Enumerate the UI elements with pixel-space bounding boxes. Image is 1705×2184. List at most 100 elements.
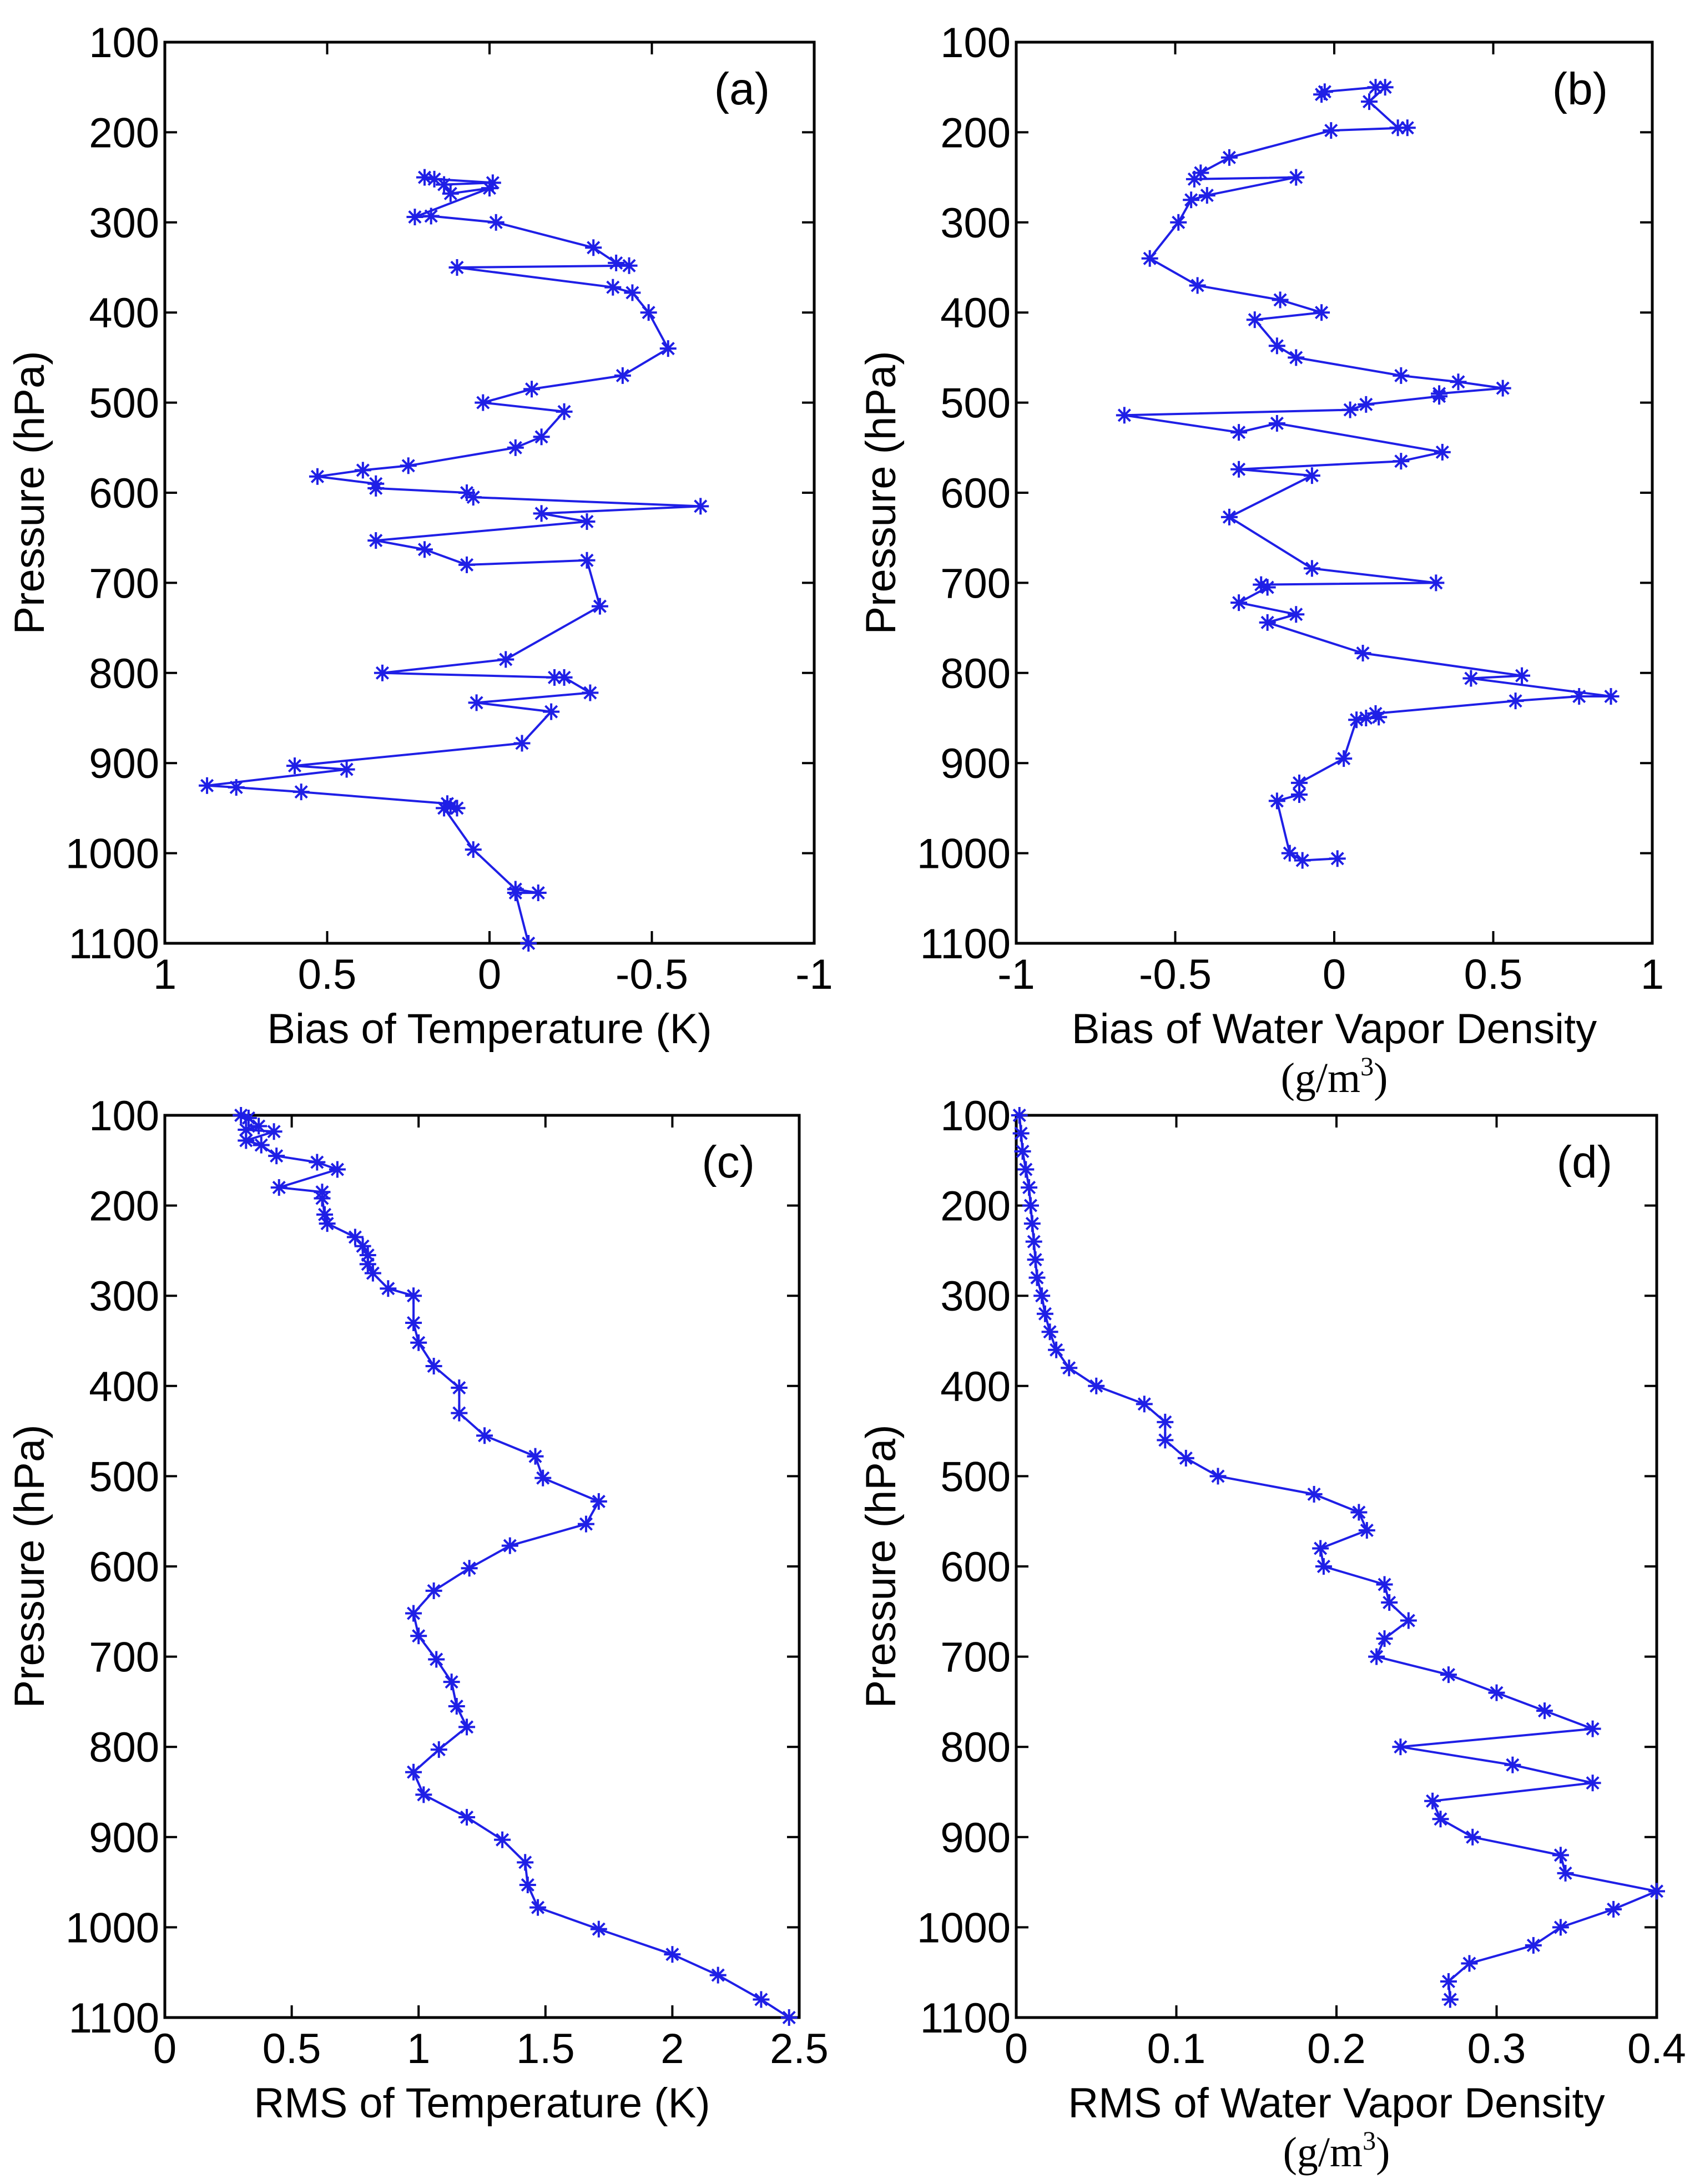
data-point-marker <box>364 1265 381 1282</box>
data-point-marker <box>292 783 310 801</box>
data-point-marker <box>659 340 677 357</box>
data-point-marker <box>354 1237 371 1255</box>
x-axis-unit-base: (g/m <box>1283 2129 1363 2176</box>
data-point-marker <box>286 757 303 775</box>
data-point-marker <box>604 279 622 296</box>
series-line <box>1123 86 1612 862</box>
y-tick-label: 700 <box>940 560 1011 607</box>
x-tick-label: 1 <box>1641 951 1664 998</box>
data-point-marker <box>578 552 596 569</box>
data-point-marker <box>458 556 476 573</box>
y-tick-label: 100 <box>940 19 1011 67</box>
data-point-marker <box>1602 688 1620 705</box>
data-point-marker <box>238 1121 255 1139</box>
x-tick-label: -0.5 <box>1139 951 1212 998</box>
data-point-marker <box>533 505 550 522</box>
data-point-marker <box>529 1899 547 1916</box>
data-point-marker <box>1288 606 1305 623</box>
data-point-marker <box>577 1515 594 1533</box>
data-point-marker <box>1272 291 1289 309</box>
data-point-marker <box>481 180 498 197</box>
data-point-marker <box>1220 149 1238 166</box>
y-tick-label: 700 <box>89 560 159 607</box>
x-tick-label: 0 <box>478 951 501 998</box>
data-point-marker <box>422 208 440 225</box>
data-point-marker <box>1303 560 1320 577</box>
x-tick-label: 2.5 <box>770 2025 829 2072</box>
y-tick-label: 1100 <box>920 921 1011 968</box>
y-tick-label: 900 <box>940 1814 1011 1862</box>
data-point-marker <box>268 1147 285 1165</box>
data-point-marker <box>476 1427 493 1444</box>
data-point-marker <box>1393 367 1410 384</box>
y-tick-label: 500 <box>89 380 159 427</box>
panel-label: (b) <box>1552 64 1608 114</box>
y-tick-label: 600 <box>940 1544 1011 1591</box>
panel-label: (d) <box>1557 1137 1612 1187</box>
data-point-marker <box>367 532 385 549</box>
data-point-marker <box>250 1118 268 1135</box>
data-point-marker <box>1350 1504 1368 1521</box>
data-point-marker <box>415 1786 432 1803</box>
y-tick-label: 500 <box>940 380 1011 427</box>
data-point-marker <box>621 257 638 274</box>
data-point-marker <box>1061 1359 1078 1377</box>
data-point-marker <box>1348 711 1365 729</box>
data-point-marker <box>1440 1973 1457 1990</box>
data-point-marker <box>319 1215 336 1232</box>
data-point-marker <box>199 777 216 794</box>
x-tick-label: -1 <box>795 951 833 998</box>
data-point-marker <box>1507 692 1524 710</box>
data-point-marker <box>405 1763 422 1781</box>
y-tick-label: 1000 <box>65 831 159 878</box>
data-point-marker <box>1157 1413 1174 1430</box>
data-point-marker <box>1036 1305 1053 1322</box>
data-point-marker <box>1432 1811 1449 1828</box>
panel-label: (c) <box>702 1137 755 1187</box>
data-point-marker <box>614 367 631 384</box>
data-point-marker <box>585 239 602 256</box>
x-axis-label: RMS of Water Vapor Density <box>1068 2080 1605 2127</box>
data-point-marker <box>1033 1287 1051 1305</box>
data-point-marker <box>380 1280 397 1297</box>
y-axis-label: Pressure (hPa) <box>6 351 53 634</box>
data-point-marker <box>591 598 608 615</box>
data-point-marker <box>624 284 641 301</box>
x-tick-label: 0.5 <box>298 951 357 998</box>
x-tick-label: -0.5 <box>616 951 688 998</box>
data-point-marker <box>1141 250 1158 267</box>
data-point-marker <box>1488 1684 1505 1701</box>
y-tick-label: 1100 <box>69 921 159 968</box>
data-point-marker <box>1316 83 1333 100</box>
data-point-marker <box>1605 1900 1622 1918</box>
data-point-marker <box>458 1809 476 1826</box>
plot-frame <box>163 41 816 945</box>
data-point-marker <box>520 935 537 952</box>
data-point-marker <box>1358 396 1375 413</box>
data-point-marker <box>1230 424 1248 441</box>
data-point-marker <box>468 694 485 711</box>
x-tick-label: 0.1 <box>1147 2025 1206 2072</box>
data-point-marker <box>507 439 524 456</box>
data-point-marker <box>1183 191 1200 209</box>
data-point-marker <box>405 1314 422 1331</box>
y-tick-label: 400 <box>940 290 1011 337</box>
data-point-marker <box>582 684 599 701</box>
plot-frame <box>1015 1114 1658 2019</box>
data-point-marker <box>430 1741 447 1758</box>
data-point-marker <box>458 1718 476 1736</box>
data-point-marker <box>1450 373 1467 391</box>
data-point-marker <box>1400 1612 1417 1629</box>
y-tick-label: 200 <box>940 109 1011 156</box>
data-point-marker <box>1012 1125 1030 1142</box>
data-point-marker <box>1368 1648 1385 1665</box>
data-point-marker <box>664 1946 681 1963</box>
x-tick-label: 0.5 <box>263 2025 321 2072</box>
data-point-marker <box>523 381 541 398</box>
x-tick-label: 2 <box>660 2025 684 2072</box>
x-axis-unit-close: ) <box>1376 2129 1390 2176</box>
data-point-marker <box>406 209 423 226</box>
y-tick-label: 900 <box>89 740 159 787</box>
y-tick-label: 900 <box>940 740 1011 787</box>
